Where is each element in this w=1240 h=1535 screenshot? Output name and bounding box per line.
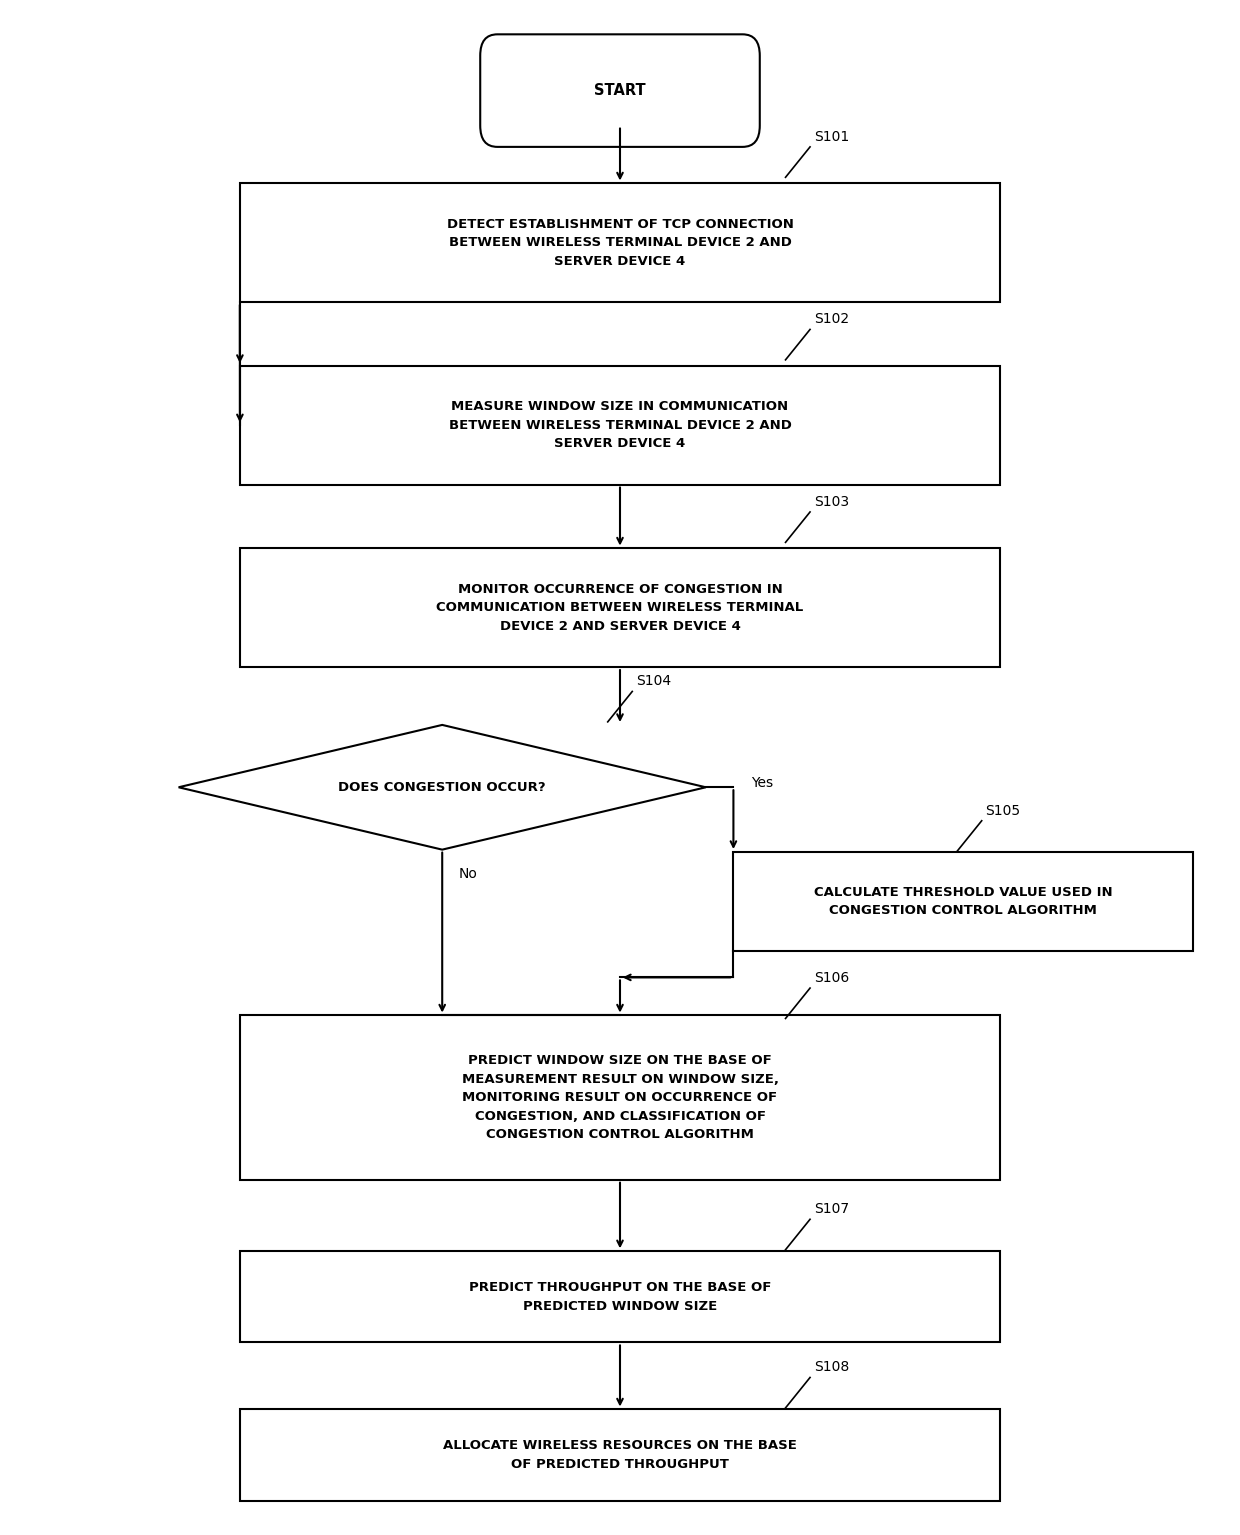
Text: S105: S105 [986,804,1021,818]
Text: No: No [458,867,477,881]
Bar [239,1016,1001,1180]
Text: S107: S107 [813,1202,849,1216]
FancyBboxPatch shape [480,34,760,147]
Text: S101: S101 [813,130,849,144]
Text: CALCULATE THRESHOLD VALUE USED IN
CONGESTION CONTROL ALGORITHM: CALCULATE THRESHOLD VALUE USED IN CONGES… [813,886,1112,916]
Text: S104: S104 [636,674,671,688]
Text: PREDICT WINDOW SIZE ON THE BASE OF
MEASUREMENT RESULT ON WINDOW SIZE,
MONITORING: PREDICT WINDOW SIZE ON THE BASE OF MEASU… [461,1055,779,1141]
Bar [239,183,1001,302]
Bar [239,548,1001,668]
Text: MEASURE WINDOW SIZE IN COMMUNICATION
BETWEEN WIRELESS TERMINAL DEVICE 2 AND
SERV: MEASURE WINDOW SIZE IN COMMUNICATION BET… [449,401,791,450]
Text: ALLOCATE WIRELESS RESOURCES ON THE BASE
OF PREDICTED THROUGHPUT: ALLOCATE WIRELESS RESOURCES ON THE BASE … [443,1440,797,1471]
Text: PREDICT THROUGHPUT ON THE BASE OF
PREDICTED WINDOW SIZE: PREDICT THROUGHPUT ON THE BASE OF PREDIC… [469,1282,771,1312]
Text: Yes: Yes [751,775,774,789]
Text: DOES CONGESTION OCCUR?: DOES CONGESTION OCCUR? [339,781,546,794]
Bar [239,1409,1001,1501]
Text: MONITOR OCCURRENCE OF CONGESTION IN
COMMUNICATION BETWEEN WIRELESS TERMINAL
DEVI: MONITOR OCCURRENCE OF CONGESTION IN COMM… [436,583,804,632]
Bar [239,1251,1001,1343]
Text: S102: S102 [813,313,849,327]
Text: DETECT ESTABLISHMENT OF TCP CONNECTION
BETWEEN WIRELESS TERMINAL DEVICE 2 AND
SE: DETECT ESTABLISHMENT OF TCP CONNECTION B… [446,218,794,267]
Text: S108: S108 [813,1360,849,1374]
Bar [733,852,1193,950]
Bar [239,365,1001,485]
Text: S106: S106 [813,972,849,985]
Text: S103: S103 [813,494,849,510]
Polygon shape [179,725,706,850]
Text: START: START [594,83,646,98]
